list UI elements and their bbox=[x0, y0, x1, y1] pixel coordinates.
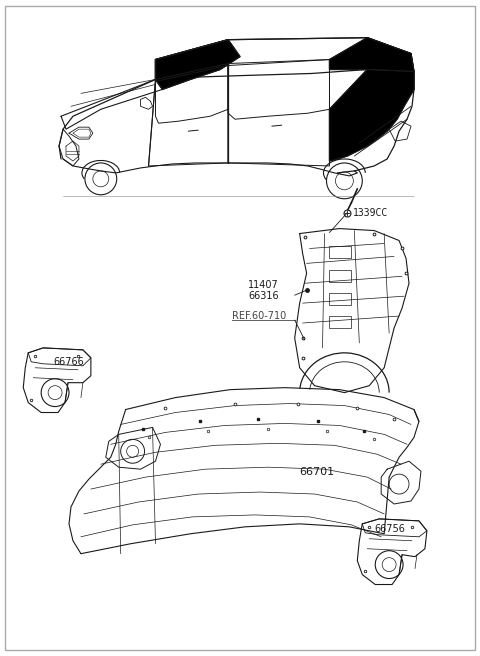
Bar bbox=[329, 247, 351, 258]
Text: 1339CC: 1339CC bbox=[353, 208, 389, 218]
Polygon shape bbox=[329, 37, 414, 72]
Bar bbox=[329, 293, 351, 305]
Text: 66701: 66701 bbox=[300, 467, 335, 477]
Text: 66766: 66766 bbox=[53, 357, 84, 367]
Polygon shape bbox=[156, 39, 240, 89]
Polygon shape bbox=[329, 70, 414, 161]
Bar bbox=[329, 316, 351, 328]
Text: 66316: 66316 bbox=[248, 291, 278, 301]
Text: REF.60-710: REF.60-710 bbox=[232, 311, 286, 321]
Text: 11407: 11407 bbox=[248, 280, 279, 290]
Text: 66756: 66756 bbox=[374, 524, 405, 534]
Bar bbox=[329, 270, 351, 282]
